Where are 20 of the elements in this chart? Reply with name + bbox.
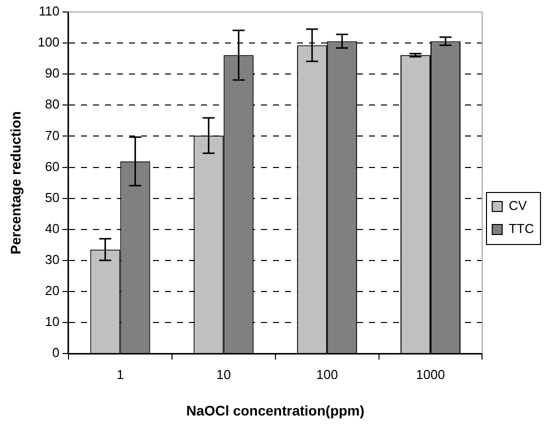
y-tick-label: 80 xyxy=(45,96,60,112)
y-tick-label: 40 xyxy=(45,220,60,236)
y-tick-label: 30 xyxy=(45,252,60,268)
y-tick-label: 110 xyxy=(38,4,60,19)
x-tick-label: 1 xyxy=(116,366,124,382)
y-tick-label: 60 xyxy=(45,158,60,174)
y-tick-label: 100 xyxy=(38,34,60,50)
x-tick-label: 1000 xyxy=(416,366,445,382)
y-tick-label: 20 xyxy=(45,283,60,298)
x-tick-label: 100 xyxy=(316,366,338,382)
legend-label: TTC xyxy=(508,221,534,236)
y-axis-title: Percentage reduction xyxy=(7,111,24,254)
y-tick-label: 0 xyxy=(52,345,60,360)
legend-label: CV xyxy=(508,198,528,214)
x-axis-title: NaOCl concentration(ppm) xyxy=(186,402,364,418)
y-tick-label: 70 xyxy=(45,128,60,143)
y-tick-label: 10 xyxy=(45,314,60,330)
x-tick-label: 10 xyxy=(216,366,231,382)
y-tick-label: 50 xyxy=(45,190,60,205)
y-tick-label: 90 xyxy=(45,66,60,81)
